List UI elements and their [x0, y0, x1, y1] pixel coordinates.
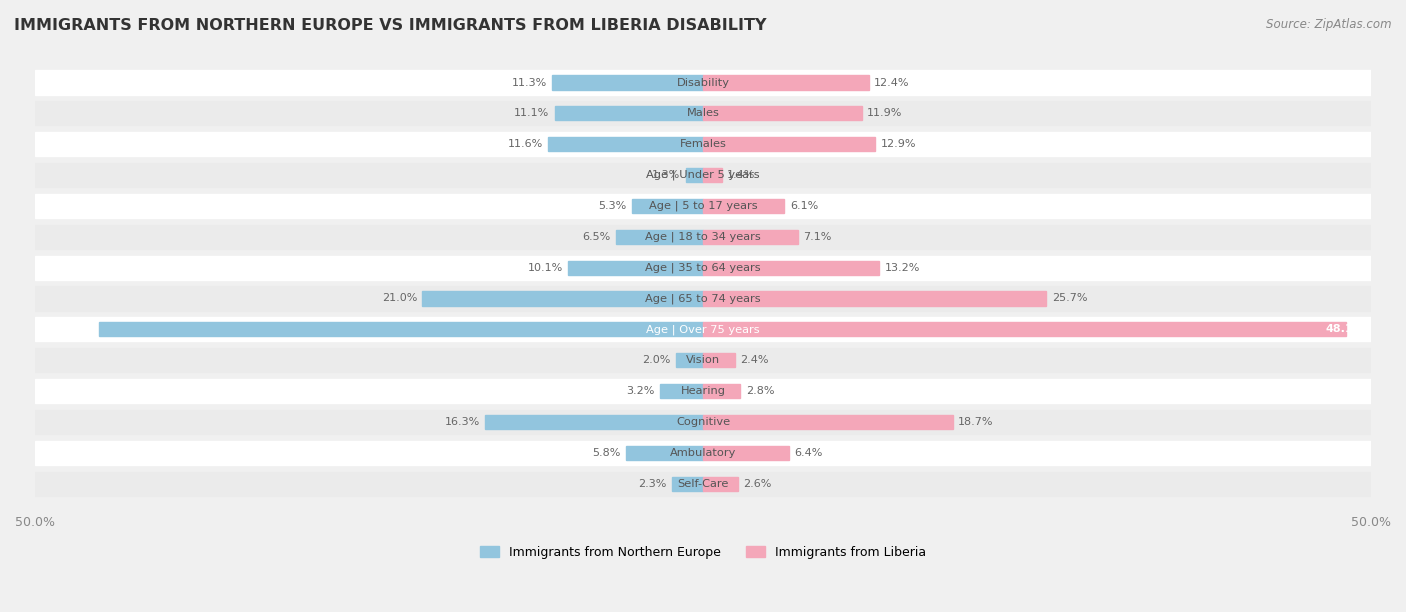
Text: Age | 5 to 17 years: Age | 5 to 17 years: [648, 201, 758, 211]
Text: Source: ZipAtlas.com: Source: ZipAtlas.com: [1267, 18, 1392, 31]
Text: 48.1%: 48.1%: [1326, 324, 1364, 334]
Text: 11.1%: 11.1%: [515, 108, 550, 118]
Text: 2.4%: 2.4%: [741, 355, 769, 365]
Text: 6.4%: 6.4%: [794, 448, 823, 458]
Text: 6.5%: 6.5%: [582, 232, 610, 242]
Bar: [35, 256, 1371, 280]
Text: 2.0%: 2.0%: [643, 355, 671, 365]
Text: Age | Over 75 years: Age | Over 75 years: [647, 324, 759, 335]
Text: 2.8%: 2.8%: [745, 386, 775, 396]
Bar: [703, 261, 879, 275]
Text: 10.1%: 10.1%: [527, 263, 562, 272]
Text: 6.1%: 6.1%: [790, 201, 818, 211]
Text: Males: Males: [686, 108, 720, 118]
Text: Hearing: Hearing: [681, 386, 725, 396]
Bar: [703, 291, 1046, 305]
Text: Age | 65 to 74 years: Age | 65 to 74 years: [645, 293, 761, 304]
Text: 7.1%: 7.1%: [803, 232, 831, 242]
Bar: [485, 415, 703, 429]
Bar: [35, 410, 1371, 434]
Text: 5.3%: 5.3%: [599, 201, 627, 211]
Bar: [703, 415, 953, 429]
Text: 2.6%: 2.6%: [744, 479, 772, 488]
Bar: [703, 477, 738, 491]
Bar: [616, 230, 703, 244]
Bar: [35, 225, 1371, 249]
Bar: [422, 291, 703, 305]
Bar: [626, 446, 703, 460]
Text: 1.4%: 1.4%: [727, 170, 755, 180]
Text: Females: Females: [679, 140, 727, 149]
Text: 45.2%: 45.2%: [42, 324, 80, 334]
Text: 11.9%: 11.9%: [868, 108, 903, 118]
Text: 2.3%: 2.3%: [638, 479, 666, 488]
Bar: [35, 317, 1371, 341]
Bar: [633, 199, 703, 213]
Bar: [661, 384, 703, 398]
Bar: [35, 348, 1371, 372]
Bar: [553, 75, 703, 89]
Bar: [703, 446, 789, 460]
Bar: [703, 384, 741, 398]
Text: 25.7%: 25.7%: [1052, 294, 1087, 304]
Text: 16.3%: 16.3%: [444, 417, 479, 427]
Text: Self-Care: Self-Care: [678, 479, 728, 488]
Bar: [703, 168, 721, 182]
Text: Age | 18 to 34 years: Age | 18 to 34 years: [645, 231, 761, 242]
Text: Cognitive: Cognitive: [676, 417, 730, 427]
Bar: [35, 441, 1371, 465]
Bar: [555, 106, 703, 121]
Bar: [676, 353, 703, 367]
Text: 3.2%: 3.2%: [627, 386, 655, 396]
Bar: [35, 194, 1371, 218]
Bar: [672, 477, 703, 491]
Bar: [703, 137, 876, 151]
Text: 1.3%: 1.3%: [652, 170, 681, 180]
Bar: [35, 70, 1371, 95]
Bar: [35, 286, 1371, 310]
Text: Age | 35 to 64 years: Age | 35 to 64 years: [645, 263, 761, 273]
Text: IMMIGRANTS FROM NORTHERN EUROPE VS IMMIGRANTS FROM LIBERIA DISABILITY: IMMIGRANTS FROM NORTHERN EUROPE VS IMMIG…: [14, 18, 766, 34]
Text: 21.0%: 21.0%: [381, 294, 418, 304]
Bar: [703, 230, 797, 244]
Bar: [568, 261, 703, 275]
Bar: [703, 199, 785, 213]
Text: 11.6%: 11.6%: [508, 140, 543, 149]
Bar: [35, 379, 1371, 403]
Text: 18.7%: 18.7%: [957, 417, 994, 427]
Bar: [100, 323, 703, 337]
Bar: [35, 102, 1371, 125]
Bar: [703, 353, 735, 367]
Text: Age | Under 5 years: Age | Under 5 years: [647, 170, 759, 181]
Bar: [686, 168, 703, 182]
Text: Disability: Disability: [676, 78, 730, 88]
Bar: [703, 323, 1346, 337]
Text: 11.3%: 11.3%: [512, 78, 547, 88]
Bar: [35, 132, 1371, 156]
Bar: [35, 163, 1371, 187]
Bar: [548, 137, 703, 151]
Legend: Immigrants from Northern Europe, Immigrants from Liberia: Immigrants from Northern Europe, Immigra…: [475, 541, 931, 564]
Text: Ambulatory: Ambulatory: [669, 448, 737, 458]
Text: 12.9%: 12.9%: [880, 140, 917, 149]
Bar: [703, 75, 869, 89]
Text: 13.2%: 13.2%: [884, 263, 920, 272]
Text: Vision: Vision: [686, 355, 720, 365]
Bar: [35, 472, 1371, 496]
Text: 12.4%: 12.4%: [875, 78, 910, 88]
Text: 5.8%: 5.8%: [592, 448, 620, 458]
Bar: [703, 106, 862, 121]
